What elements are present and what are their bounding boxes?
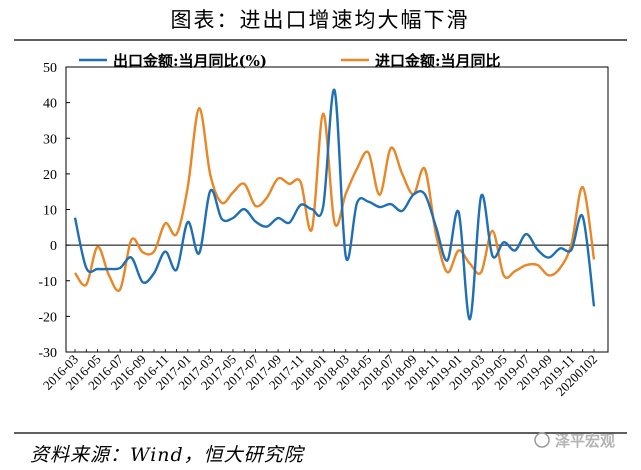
import-series-line (74, 107, 596, 292)
legend: 出口金额:当月同比(%) 进口金额:当月同比 (79, 52, 501, 70)
watermark-text: 泽平宏观 (555, 432, 615, 450)
y-tick-label: -30 (38, 346, 57, 361)
figure-title: 图表：进出口增速均大幅下滑 (171, 8, 470, 32)
y-tick-label: 40 (43, 97, 57, 112)
x-axis: 2016-032016-052016-072016-092016-112017-… (40, 349, 600, 399)
y-tick-label: 50 (43, 61, 57, 76)
legend-label-export: 出口金额:当月同比(%) (113, 52, 267, 70)
export-series-line (73, 88, 596, 321)
watermark: 泽平宏观 (534, 432, 615, 450)
y-tick-label: -10 (38, 275, 57, 290)
source-note: 资料来源：Wind，恒大研究院 (30, 444, 306, 466)
y-axis: -30 -20 -10 0 10 20 30 40 50 (38, 61, 70, 361)
watermark-icon (534, 432, 550, 448)
y-tick-label: 20 (43, 168, 57, 183)
y-tick-label: 0 (50, 239, 57, 254)
series-layer (73, 88, 596, 321)
y-tick-label: 30 (43, 132, 57, 147)
y-tick-label: 10 (43, 204, 57, 219)
legend-label-import: 进口金额:当月同比 (375, 52, 501, 70)
y-tick-label: -20 (38, 310, 57, 325)
